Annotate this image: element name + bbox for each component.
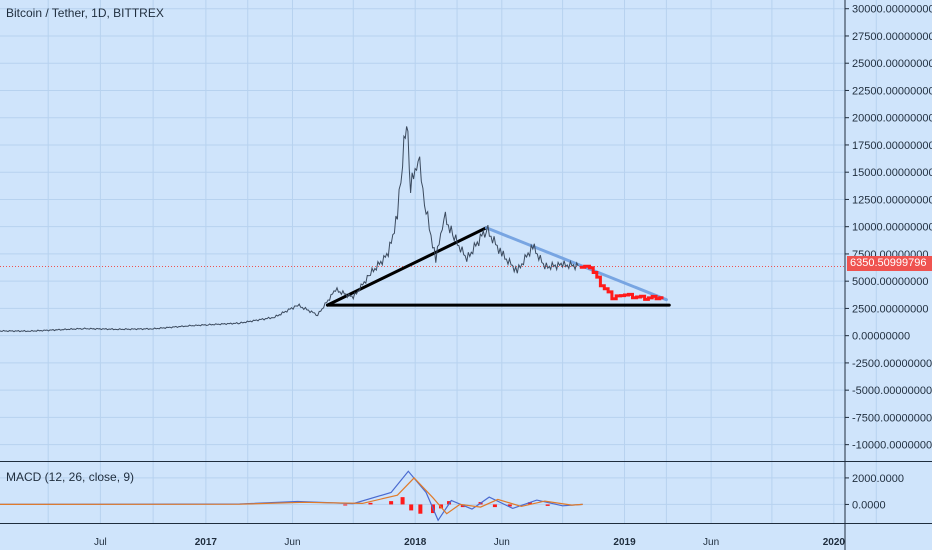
chart-title: Bitcoin / Tether, 1D, BITTREX <box>6 6 164 20</box>
y-axis-tick-label: 25000.00000000 <box>852 58 932 70</box>
y-axis-tick-label: 12500.00000000 <box>852 194 932 206</box>
y-axis-tick-label: -7500.00000000 <box>852 412 932 424</box>
macd-histogram-bar <box>389 501 394 505</box>
x-axis-tick-label: Jun <box>703 537 719 548</box>
y-axis-tick-label: 22500.00000000 <box>852 85 932 97</box>
x-axis-tick-label: 2018 <box>404 537 427 548</box>
y-axis-tick-label: 15000.00000000 <box>852 167 932 179</box>
x-axis-tick-label: Jun <box>494 537 510 548</box>
y-axis-tick-label: 17500.00000000 <box>852 140 932 152</box>
macd-axis-tick-label: 0.0000 <box>852 499 886 511</box>
x-axis-tick-label: 2020 <box>823 537 846 548</box>
y-axis-tick-label: 0.00000000 <box>852 331 910 343</box>
macd-histogram-bar <box>409 504 414 511</box>
macd-histogram-bar <box>492 504 497 508</box>
y-axis-tick-label: 30000.00000000 <box>852 4 932 16</box>
price-series-recent <box>579 264 664 301</box>
x-axis-tick-label: 2017 <box>195 537 218 548</box>
macd-histogram-bar <box>507 504 512 507</box>
macd-histogram-bar <box>545 504 550 506</box>
macd-histogram-bar <box>447 501 452 505</box>
last-price-tag: 6350.50999796 <box>847 256 932 271</box>
y-axis-tick-label: 27500.00000000 <box>852 31 932 43</box>
macd-indicator-label[interactable]: MACD (12, 26, close, 9) <box>6 470 135 484</box>
x-axis-tick-label: Jun <box>284 537 300 548</box>
macd-histogram-bar <box>343 504 348 506</box>
y-axis-tick-label: 10000.00000000 <box>852 222 932 234</box>
macd-axis-tick-label: 2000.0000 <box>852 473 904 485</box>
macd-histogram-bar <box>368 502 373 505</box>
price-series-historical <box>0 126 579 333</box>
x-axis-tick-label: 2019 <box>613 537 636 548</box>
y-axis-tick-label: 2500.00000000 <box>852 303 928 315</box>
y-axis-tick-label: -10000.00000000 <box>852 440 932 452</box>
y-axis-tick-label: 5000.00000000 <box>852 276 928 288</box>
y-axis-tick-label: 20000.00000000 <box>852 113 932 125</box>
macd-histogram-bar <box>418 504 423 514</box>
x-axis-tick-label: Jul <box>94 537 107 548</box>
macd-signal-line <box>0 477 583 515</box>
y-axis-tick-label: -2500.00000000 <box>852 358 932 370</box>
macd-histogram-bar <box>400 497 405 505</box>
ascending-trendline <box>325 226 488 307</box>
y-axis-tick-label: -5000.00000000 <box>852 385 932 397</box>
macd-histogram-bar <box>527 502 532 505</box>
